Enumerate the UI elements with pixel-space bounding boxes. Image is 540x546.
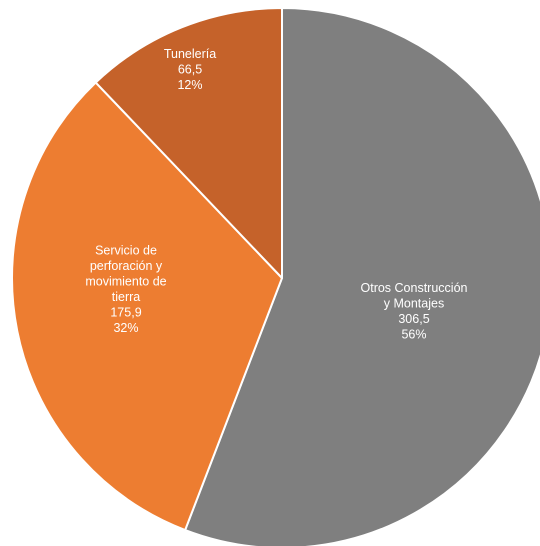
slice-value-label: 175,9 — [110, 306, 141, 320]
slice-label-line: y Montajes — [384, 297, 444, 311]
slice-percent-label: 56% — [401, 328, 426, 342]
slice-label-line: perforación y — [90, 259, 163, 273]
pie-slice-3 — [94, 7, 283, 279]
slice-percent-label: 12% — [177, 78, 202, 92]
slice-percent-label: 32% — [113, 321, 138, 335]
slice-label-line: Servicio de — [95, 244, 157, 258]
slice-label-line: movimiento de — [85, 275, 166, 289]
pie-slice-1 — [184, 7, 540, 546]
slice-label-line: Otros Construcción — [361, 281, 468, 295]
slice-label-line: tierra — [112, 290, 141, 304]
slice-value-label: 306,5 — [398, 312, 429, 326]
pie-slice-2 — [11, 81, 283, 532]
slice-value-label: 66,5 — [178, 62, 202, 76]
pie-slices — [11, 7, 540, 546]
slice-label-line: Tunelería — [164, 47, 216, 61]
